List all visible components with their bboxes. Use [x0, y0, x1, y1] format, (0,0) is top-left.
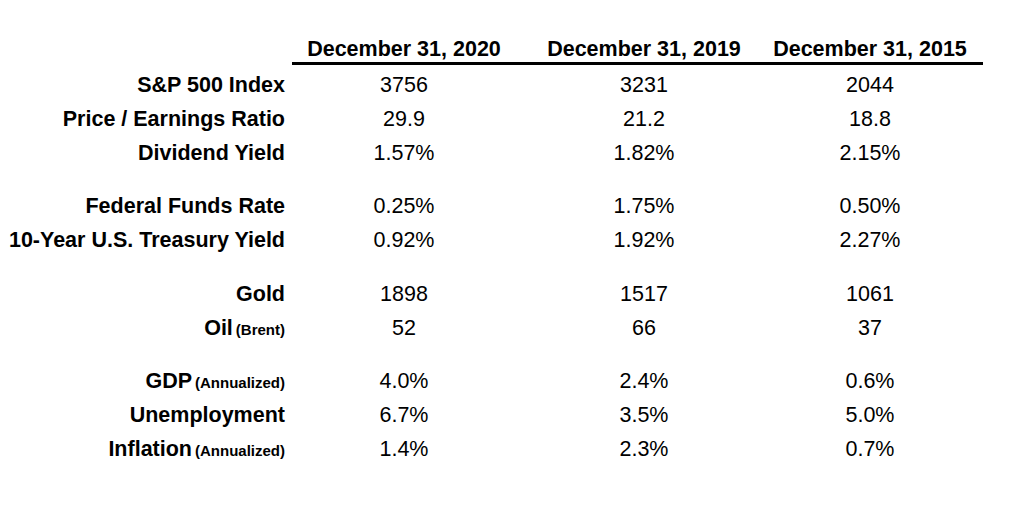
row-label: S&P 500 Index	[0, 73, 293, 98]
row-label: Federal Funds Rate	[0, 194, 293, 219]
cell-value: 2044	[773, 73, 967, 98]
table-row: Unemployment6.7%3.5%5.0%	[0, 399, 967, 433]
header-underline	[292, 62, 983, 65]
table-row: 10-Year U.S. Treasury Yield0.92%1.92%2.2…	[0, 224, 967, 258]
row-label-sub: (Annualized)	[195, 442, 285, 459]
table-row: GDP(Annualized)4.0%2.4%0.6%	[0, 365, 967, 399]
cell-value: 4.0%	[293, 369, 515, 394]
financial-table-page: December 31, 2020 December 31, 2019 Dece…	[0, 0, 1024, 511]
row-label-sub: (Annualized)	[195, 374, 285, 391]
table-row: S&P 500 Index375632312044	[0, 68, 967, 102]
cell-value: 1898	[293, 282, 515, 307]
table-header-row: December 31, 2020 December 31, 2019 Dece…	[0, 36, 967, 62]
cell-value: 52	[293, 316, 515, 341]
column-header-dec-2019: December 31, 2019	[515, 36, 773, 62]
cell-value: 1.4%	[293, 437, 515, 462]
table-row: Dividend Yield1.57%1.82%2.15%	[0, 136, 967, 170]
row-label: GDP(Annualized)	[0, 369, 293, 394]
cell-value: 1.57%	[293, 141, 515, 166]
row-label: Inflation(Annualized)	[0, 437, 293, 462]
column-header-dec-2015: December 31, 2015	[773, 36, 967, 62]
cell-value: 2.27%	[773, 228, 967, 253]
row-label: Dividend Yield	[0, 141, 293, 166]
row-label-sub: (Brent)	[236, 321, 285, 338]
row-label: Oil(Brent)	[0, 316, 293, 341]
cell-value: 0.6%	[773, 369, 967, 394]
cell-value: 0.7%	[773, 437, 967, 462]
table-row: Inflation(Annualized)1.4%2.3%0.7%	[0, 433, 967, 467]
table-row: Gold189815171061	[0, 277, 967, 311]
cell-value: 37	[773, 316, 967, 341]
cell-value: 1.82%	[515, 141, 773, 166]
row-label: Gold	[0, 282, 293, 307]
cell-value: 1061	[773, 282, 967, 307]
cell-value: 0.25%	[293, 194, 515, 219]
cell-value: 1517	[515, 282, 773, 307]
cell-value: 3.5%	[515, 403, 773, 428]
cell-value: 2.4%	[515, 369, 773, 394]
cell-value: 0.50%	[773, 194, 967, 219]
cell-value: 3756	[293, 73, 515, 98]
table-body: S&P 500 Index375632312044Price / Earning…	[0, 68, 967, 467]
header-spacer	[0, 36, 293, 62]
row-label: 10-Year U.S. Treasury Yield	[0, 228, 293, 253]
cell-value: 6.7%	[293, 403, 515, 428]
cell-value: 18.8	[773, 107, 967, 132]
table-row: Federal Funds Rate0.25%1.75%0.50%	[0, 190, 967, 224]
cell-value: 3231	[515, 73, 773, 98]
cell-value: 21.2	[515, 107, 773, 132]
cell-value: 2.15%	[773, 141, 967, 166]
table-row: Price / Earnings Ratio29.921.218.8	[0, 102, 967, 136]
column-header-dec-2020: December 31, 2020	[293, 36, 515, 62]
cell-value: 0.92%	[293, 228, 515, 253]
cell-value: 5.0%	[773, 403, 967, 428]
cell-value: 29.9	[293, 107, 515, 132]
cell-value: 66	[515, 316, 773, 341]
row-label: Price / Earnings Ratio	[0, 107, 293, 132]
cell-value: 1.92%	[515, 228, 773, 253]
cell-value: 1.75%	[515, 194, 773, 219]
cell-value: 2.3%	[515, 437, 773, 462]
row-label: Unemployment	[0, 403, 293, 428]
table-row: Oil(Brent)526637	[0, 311, 967, 345]
